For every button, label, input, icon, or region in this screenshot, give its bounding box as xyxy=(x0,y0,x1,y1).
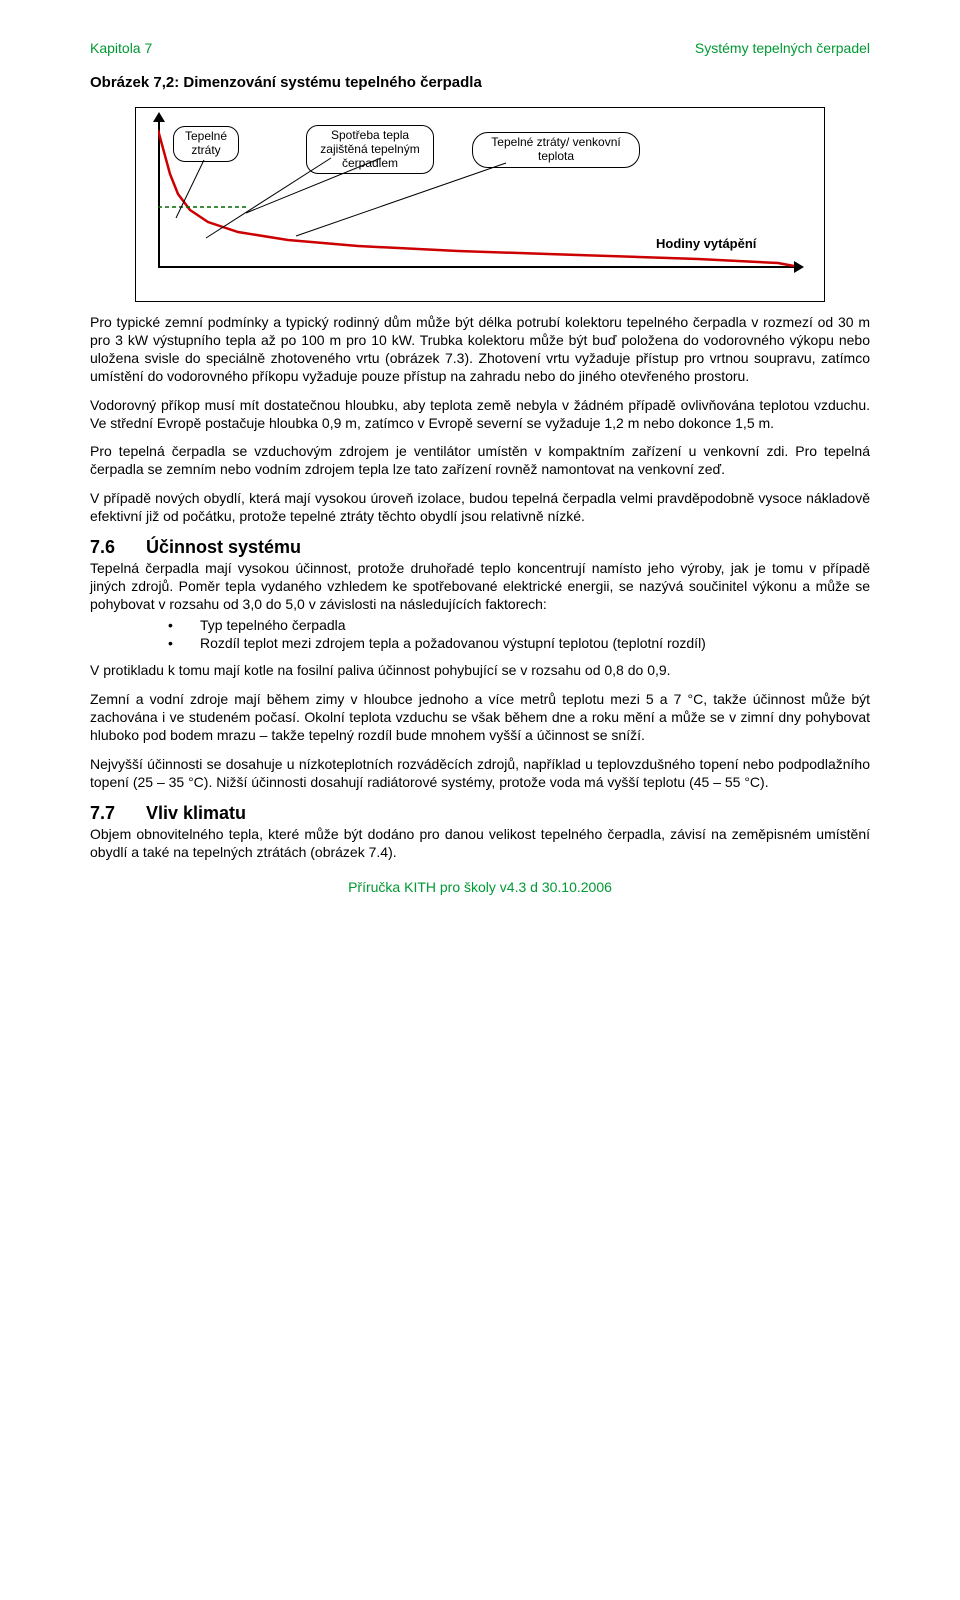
section-7-6-p1: Tepelná čerpadla mají vysokou účinnost, … xyxy=(90,560,870,614)
section-num: 7.6 xyxy=(90,537,146,558)
page-header: Kapitola 7 Systémy tepelných čerpadel xyxy=(90,40,870,56)
header-title: Systémy tepelných čerpadel xyxy=(695,40,870,56)
figure-caption: Obrázek 7,2: Dimenzování systému tepelné… xyxy=(90,74,870,91)
chart-box: Tepelné ztráty Spotřeba tepla zajištěná … xyxy=(135,107,825,302)
hours-label: Hodiny vytápění xyxy=(656,236,756,251)
page-footer: Příručka KITH pro školy v4.3 d 30.10.200… xyxy=(90,879,870,895)
section-num-77: 7.7 xyxy=(90,803,146,824)
section-7-7-p1: Objem obnovitelného tepla, které může bý… xyxy=(90,826,870,862)
page: Kapitola 7 Systémy tepelných čerpadel Ob… xyxy=(0,0,960,925)
section-title-77: Vliv klimatu xyxy=(146,803,246,823)
section-7-6-p4: Nejvyšší účinnosti se dosahuje u nízkote… xyxy=(90,756,870,792)
paragraph-1: Pro typické zemní podmínky a typický rod… xyxy=(90,314,870,386)
section-7-6-p2: V protikladu k tomu mají kotle na fosiln… xyxy=(90,662,870,680)
paragraph-4: V případě nových obydlí, která mají vyso… xyxy=(90,490,870,526)
leader-lines xyxy=(136,108,826,303)
section-title: Účinnost systému xyxy=(146,537,301,557)
paragraph-3: Pro tepelná čerpadla se vzduchovým zdroj… xyxy=(90,443,870,479)
section-7-6-p3: Zemní a vodní zdroje mají během zimy v h… xyxy=(90,691,870,745)
chapter-label: Kapitola 7 xyxy=(90,40,152,56)
section-7-6-heading: 7.6Účinnost systému xyxy=(90,537,870,558)
section-7-6-bullets: Typ tepelného čerpadla Rozdíl teplot mez… xyxy=(90,616,870,652)
bullet-type: Typ tepelného čerpadla xyxy=(90,616,870,634)
section-7-7-heading: 7.7Vliv klimatu xyxy=(90,803,870,824)
bullet-diff: Rozdíl teplot mezi zdrojem tepla a požad… xyxy=(90,634,870,652)
paragraph-2: Vodorovný příkop musí mít dostatečnou hl… xyxy=(90,397,870,433)
